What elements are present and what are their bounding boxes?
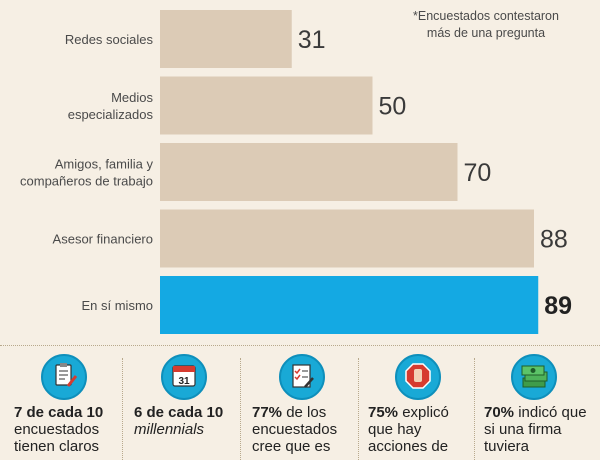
bar-value-2: 50: [379, 93, 407, 121]
stat-5: 70% indicó que si una firma tuviera: [476, 352, 588, 460]
stat-separator: [474, 358, 475, 460]
bar-3: [160, 143, 458, 201]
section-divider: [0, 345, 600, 346]
stat-3-bold: 77%: [252, 404, 283, 421]
stat-2-bold: 6 de cada 10: [134, 404, 224, 421]
bar-1: [160, 10, 292, 68]
stat-4-rest: explicó que hay acciones de: [368, 404, 449, 455]
stat-2-italic: millennials: [134, 421, 205, 438]
stat-3: 77% de los encuestados cree que es: [244, 352, 356, 460]
category-label-1: Redes sociales: [65, 32, 154, 47]
stat-4: 75% explicó que hay acciones de: [360, 352, 472, 460]
checklist-icon: [279, 354, 325, 400]
stat-1-bold: 7 de cada 10: [14, 404, 104, 421]
stat-5-bold: 70%: [484, 404, 515, 421]
bar-chart: 31 Redes sociales 50 Medios especializados 70…: [20, 10, 572, 334]
category-label-2: Medios especializados: [68, 90, 154, 122]
calendar-number: 31: [178, 376, 190, 387]
calendar-icon: 31: [161, 354, 207, 400]
bar-value-1: 31: [298, 26, 326, 54]
stop-hand-icon: [395, 354, 441, 400]
stat-separator: [240, 358, 241, 460]
bar-2: [160, 76, 373, 135]
stat-1-rest: encuestados tienen claros: [14, 421, 100, 455]
bar-value-3: 70: [464, 159, 492, 187]
stat-separator: [358, 358, 359, 460]
footnote-line-1: *Encuestados contestaron: [413, 9, 559, 23]
bar-5: [160, 276, 539, 334]
category-label-3: Amigos, familia y compañeros de trabajo: [20, 157, 153, 189]
bar-value-5: 89: [544, 292, 572, 320]
stat-3-rest: de los encuestados cree que es: [252, 404, 338, 455]
category-label-4: Asesor financiero: [53, 232, 153, 247]
chart-footnote: *Encuestados contestaron más de una preg…: [386, 8, 586, 42]
clipboard-pen-icon: [41, 354, 87, 400]
bar-value-4: 88: [540, 226, 568, 254]
stat-separator: [122, 358, 123, 460]
footnote-line-2: más de una pregunta: [426, 26, 546, 40]
stat-2: 31 6 de cada 10 millennials: [126, 352, 238, 460]
category-label-5: En sí mismo: [81, 298, 153, 313]
stats-row: 7 de cada 10 encuestados tienen claros 3…: [0, 352, 600, 460]
bar-4: [160, 209, 534, 268]
stat-4-bold: 75%: [368, 404, 399, 421]
stat-5-rest: indicó que si una firma tuviera: [484, 404, 587, 455]
money-stack-icon: [511, 354, 557, 400]
stat-1: 7 de cada 10 encuestados tienen claros: [6, 352, 118, 460]
